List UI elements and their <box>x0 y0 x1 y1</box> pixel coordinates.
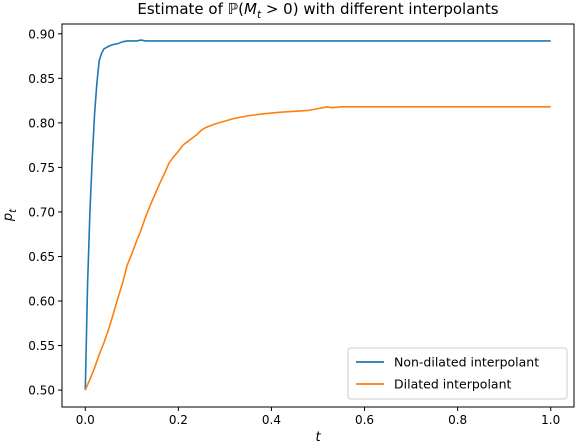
y-tick-label: 0.50 <box>28 384 55 398</box>
legend-box <box>347 347 568 400</box>
legend: Non-dilated interpolant Dilated interpol… <box>347 347 568 400</box>
y-tick-label: 0.85 <box>28 72 55 86</box>
y-tick-label: 0.55 <box>28 339 55 353</box>
y-tick-label: 0.60 <box>28 295 55 309</box>
y-tick-label: 0.80 <box>28 116 55 130</box>
y-tick-label: 0.75 <box>28 161 55 175</box>
y-axis-label: pt <box>1 208 19 222</box>
plot-area <box>61 23 575 408</box>
x-tick-label: 1.0 <box>541 413 560 427</box>
x-axis-label: t <box>315 430 321 444</box>
series-line-dilated <box>84 106 551 391</box>
chart-title: Estimate of ℙ(Mt > 0) with different int… <box>137 0 498 21</box>
x-tick-label: 0.4 <box>262 413 281 427</box>
x-tick-label: 0.0 <box>76 413 95 427</box>
x-tick-label: 0.2 <box>169 413 188 427</box>
x-tick-label: 0.6 <box>355 413 374 427</box>
legend-label-non-dilated: Non-dilated interpolant <box>394 355 539 370</box>
y-tick-label: 0.90 <box>28 27 55 41</box>
y-tick-label: 0.65 <box>28 250 55 264</box>
legend-label-dilated: Dilated interpolant <box>394 377 511 392</box>
x-tick-label: 0.8 <box>448 413 467 427</box>
y-axis: 0.50 0.55 0.60 0.65 0.70 0.75 0.80 0.85 0.90 <box>28 27 62 398</box>
y-tick-label: 0.70 <box>28 205 55 219</box>
series-line-non-dilated <box>84 39 551 391</box>
x-axis: 0.0 0.2 0.4 0.6 0.8 1.0 <box>76 407 560 427</box>
series-layer <box>84 39 551 391</box>
